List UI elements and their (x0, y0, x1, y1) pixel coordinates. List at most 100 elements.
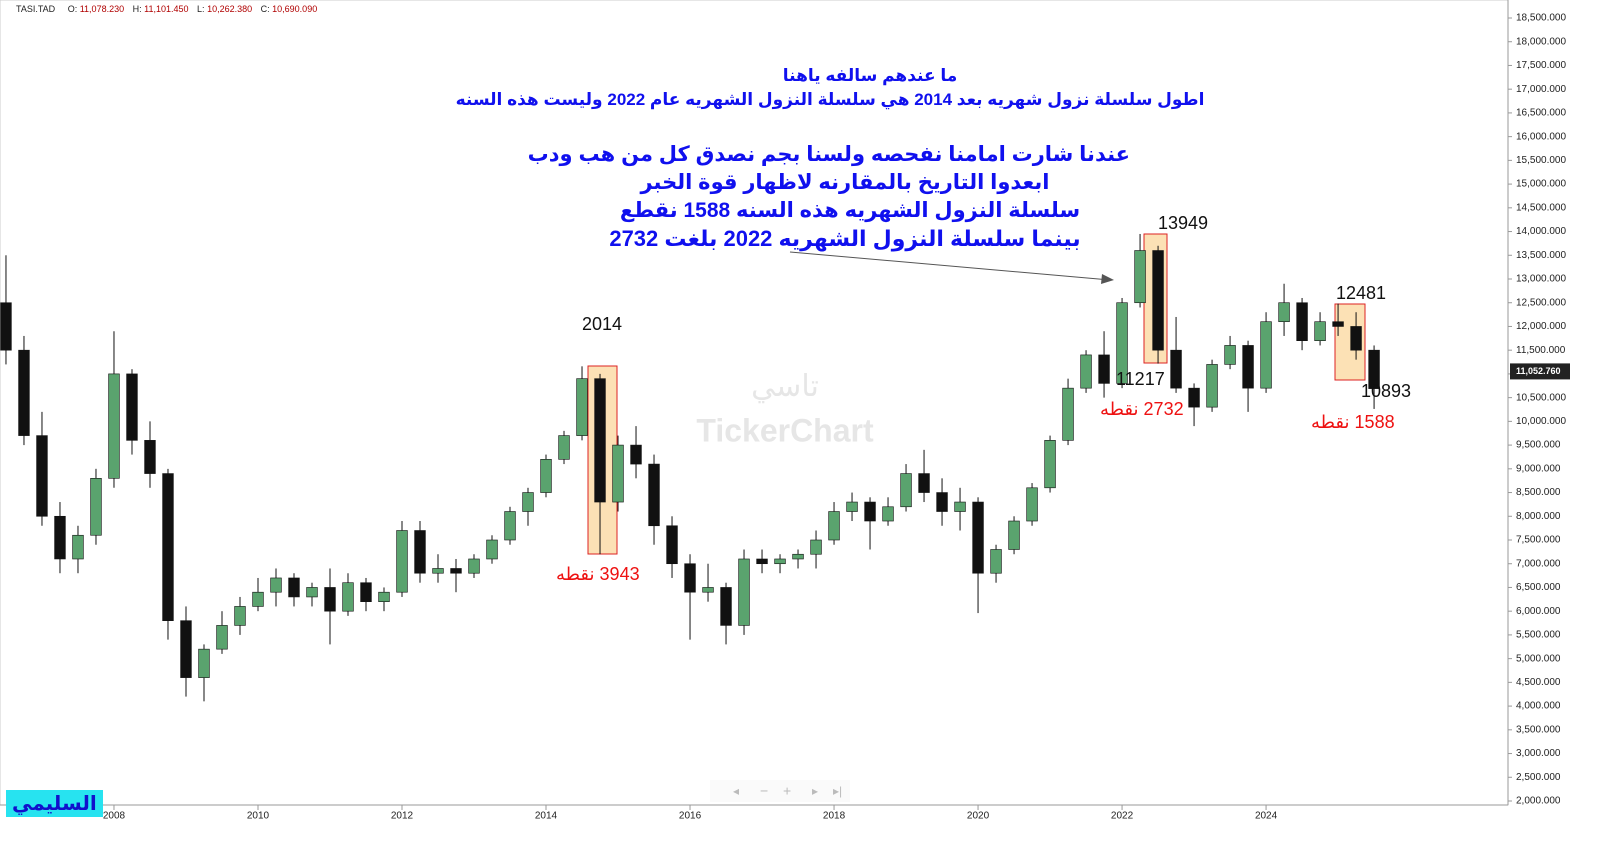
annotation: 2732 نقطه (1100, 399, 1184, 419)
candle-body (828, 511, 840, 541)
y-tick-label: 7,500.000 (1516, 535, 1561, 546)
arrow (789, 251, 1111, 281)
candle-body (1314, 321, 1326, 341)
label: L: (197, 4, 205, 14)
annotation: 2014 (582, 314, 623, 334)
y-tick-label: 9,500.000 (1516, 440, 1561, 451)
value: 11,078.230 (79, 4, 125, 14)
scroll-controls[interactable]: ◂ − + ▸ ▸| (710, 780, 850, 802)
candle-body (1188, 387, 1200, 408)
scroll-icon[interactable]: − (760, 783, 768, 799)
y-tick-label: 18,000.000 (1516, 36, 1566, 47)
y-tick-label: 7,000.000 (1516, 558, 1561, 569)
candle-body (72, 534, 84, 560)
y-tick-label: 16,000.000 (1516, 131, 1566, 142)
candle-body (90, 478, 102, 536)
value: 11,101.450 (144, 4, 189, 14)
candle-body (288, 577, 300, 598)
y-tick-label: 10,500.000 (1516, 392, 1566, 403)
scroll-icon[interactable]: ▸ (812, 784, 818, 798)
symbol: TASI.TAD (16, 4, 56, 14)
annotation: 1588 نقطه (1311, 412, 1395, 432)
y-tick-label: 18,500.000 (1516, 13, 1566, 24)
x-tick-label: 2020 (967, 811, 990, 822)
annotation: 3943 نقطه (556, 564, 640, 584)
candle-body (864, 501, 876, 522)
x-tick-label: 2012 (391, 811, 414, 822)
y-tick-label: 17,000.000 (1516, 84, 1566, 95)
y-tick-label: 14,500.000 (1516, 202, 1566, 213)
y-tick-label: 5,000.000 (1516, 653, 1561, 664)
label: O: (67, 4, 78, 14)
candle-body (0, 302, 12, 351)
candle-body (738, 558, 750, 626)
candle-body (324, 587, 336, 612)
candle-body (1170, 349, 1182, 389)
candle-body (684, 563, 696, 593)
annotation: 13949 (1158, 213, 1209, 233)
y-tick-label: 15,500.000 (1516, 155, 1566, 166)
candle-body (1206, 364, 1218, 408)
candle-body (414, 530, 426, 574)
candle-body (756, 558, 768, 565)
candle-body (792, 553, 804, 560)
candle-body (918, 473, 930, 493)
scroll-icon[interactable]: ▸| (833, 784, 842, 798)
candle-body (846, 501, 858, 512)
candle-body (1098, 354, 1110, 384)
candle-body (522, 492, 534, 512)
candle-body (1278, 302, 1290, 323)
candle-body (630, 444, 642, 465)
x-tick-label: 2016 (679, 811, 702, 822)
watermark: TickerChart (696, 412, 874, 448)
y-tick-label: 3,500.000 (1516, 724, 1561, 735)
scroll-bar[interactable] (710, 780, 850, 802)
candle-body (342, 582, 354, 612)
candle-body (108, 373, 120, 479)
candle-body (990, 549, 1002, 574)
scroll-icon[interactable]: + (783, 783, 791, 799)
candle-body (270, 577, 282, 593)
candle-body (234, 606, 246, 626)
scroll-icon[interactable]: ◂ (733, 784, 739, 798)
ohlc-header: TASI.TAD O: 11,078.230 H: 11,101.450 L: … (16, 4, 323, 14)
candle-body (36, 435, 48, 517)
y-tick-label: 16,500.000 (1516, 108, 1566, 119)
candle-body (468, 558, 480, 574)
candle-body (486, 539, 498, 560)
y-tick-label: 2,000.000 (1516, 796, 1561, 807)
y-tick-label: 4,000.000 (1516, 701, 1561, 712)
candle-body (612, 444, 624, 503)
candle-body (252, 591, 264, 607)
candle-body (774, 558, 786, 565)
y-tick-label: 6,500.000 (1516, 582, 1561, 593)
candle-body (972, 501, 984, 574)
candle-body (1026, 487, 1038, 522)
candle-body (198, 648, 210, 678)
candle-body (900, 473, 912, 508)
candle-body (54, 515, 66, 560)
y-tick-label: 8,000.000 (1516, 511, 1561, 522)
y-tick-label: 9,000.000 (1516, 463, 1561, 474)
value: 10,262.380 (207, 4, 253, 14)
label: C: (260, 4, 270, 14)
candle-body (504, 511, 516, 541)
annotation: 11217 (1116, 369, 1165, 389)
y-tick-label: 4,500.000 (1516, 677, 1561, 688)
candle-body (360, 582, 372, 602)
x-tick-label: 2022 (1111, 811, 1134, 822)
x-tick-label: 2010 (247, 811, 270, 822)
candle-body (1296, 302, 1308, 341)
candle-body (702, 587, 714, 593)
x-tick-label: 2008 (103, 811, 126, 822)
candle-body (396, 530, 408, 593)
candle-body (1080, 354, 1092, 389)
candle-body (810, 539, 822, 555)
y-tick-label: 15,000.000 (1516, 179, 1566, 190)
x-tick-label: 2014 (535, 811, 558, 822)
candle-body (216, 625, 228, 650)
candle-body (432, 568, 444, 574)
y-tick-label: 12,000.000 (1516, 321, 1566, 332)
